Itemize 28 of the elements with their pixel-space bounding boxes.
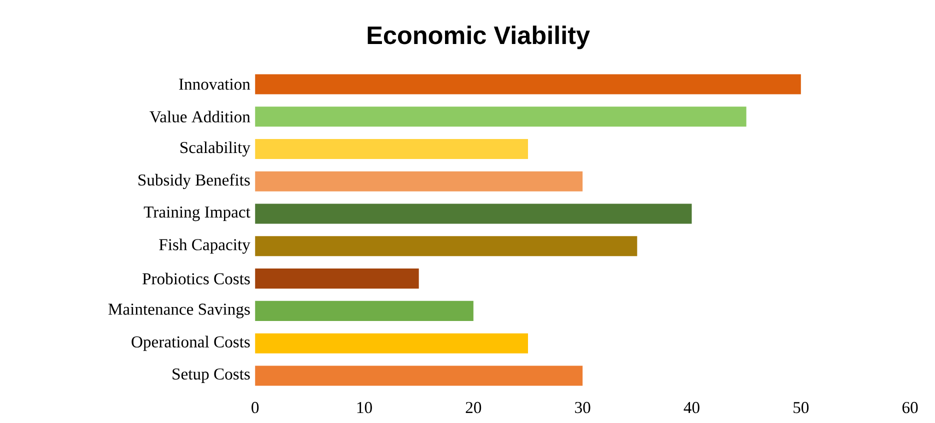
- chart-title: Economic Viability: [368, 26, 590, 50]
- bar: [255, 333, 528, 354]
- x-tick-label: 30: [575, 402, 590, 414]
- y-tick-label: Value Addition: [150, 110, 250, 123]
- bar: [255, 236, 638, 256]
- y-tick-label: Innovation: [179, 78, 250, 90]
- x-tick-label: 20: [466, 402, 482, 414]
- bar: [255, 366, 583, 386]
- y-tick-label: Maintenance Savings: [108, 304, 250, 318]
- x-tick-label: 50: [794, 402, 809, 414]
- bar: [255, 139, 528, 160]
- y-tick-label: Probiotics Costs: [142, 272, 250, 284]
- y-tick-label: Operational Costs: [132, 336, 250, 351]
- bar: [255, 268, 419, 289]
- bar: [255, 171, 583, 192]
- bar: [255, 106, 746, 127]
- y-tick-label: Fish Capacity: [159, 238, 250, 254]
- bar: [255, 300, 474, 322]
- y-tick-label: Training Impact: [144, 206, 250, 222]
- y-tick-label: Subsidy Benefits: [138, 174, 250, 190]
- x-tick-label: 0: [252, 402, 259, 414]
- bar: [255, 74, 801, 94]
- x-tick-label: 60: [902, 402, 918, 414]
- x-tick-label: 40: [684, 402, 700, 414]
- y-tick-label: Scalability: [180, 142, 250, 157]
- x-tick-label: 10: [357, 402, 372, 414]
- y-tick-label: Setup Costs: [172, 368, 250, 384]
- bar: [255, 204, 692, 224]
